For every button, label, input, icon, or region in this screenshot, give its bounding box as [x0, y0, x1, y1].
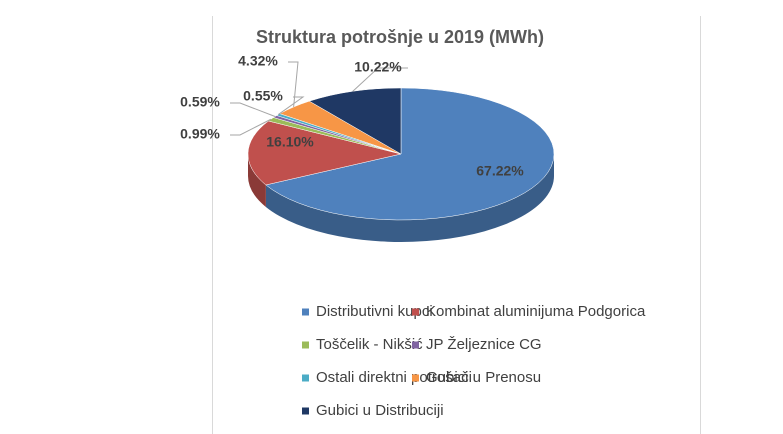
- leader-line: [277, 96, 305, 116]
- slice-side: [248, 154, 266, 207]
- leader-line: [352, 67, 408, 92]
- data-label: 0.99%: [180, 126, 220, 142]
- leader-line: [230, 118, 272, 136]
- legend-label: JP Željeznice CG: [426, 336, 542, 353]
- leader-line: [230, 102, 276, 117]
- legend-swatch: [302, 341, 309, 349]
- legend-label: Ostali direktni potrošači: [316, 369, 472, 386]
- legend-label: Gubici u Distribuciji: [316, 402, 444, 419]
- data-label: 16.10%: [266, 134, 314, 150]
- leader-line: [288, 61, 299, 108]
- slice: [247, 120, 402, 186]
- legend-swatch: [412, 341, 419, 349]
- legend-label: Kombinat aluminijuma Podgorica: [426, 303, 646, 320]
- data-label: 0.55%: [243, 88, 283, 104]
- data-label: 0.59%: [180, 94, 220, 110]
- legend-swatch: [302, 407, 309, 415]
- legend-swatch: [302, 374, 309, 382]
- data-label: 67.22%: [476, 163, 524, 179]
- slice-side: [265, 154, 554, 243]
- slice: [308, 87, 402, 155]
- legend-swatch: [412, 374, 419, 382]
- slice: [265, 87, 555, 221]
- data-label: 4.32%: [238, 53, 278, 69]
- legend-label: Distributivni kupci: [316, 303, 433, 320]
- chart-title: Struktura potrošnje u 2019 (MWh): [256, 27, 544, 47]
- legend-swatch: [302, 308, 309, 316]
- legend-label: Gubici u Prenosu: [426, 369, 541, 386]
- data-label: 10.22%: [354, 59, 402, 75]
- legend-label: Toščelik - Nikšić: [316, 336, 423, 353]
- legend-swatch: [412, 308, 419, 316]
